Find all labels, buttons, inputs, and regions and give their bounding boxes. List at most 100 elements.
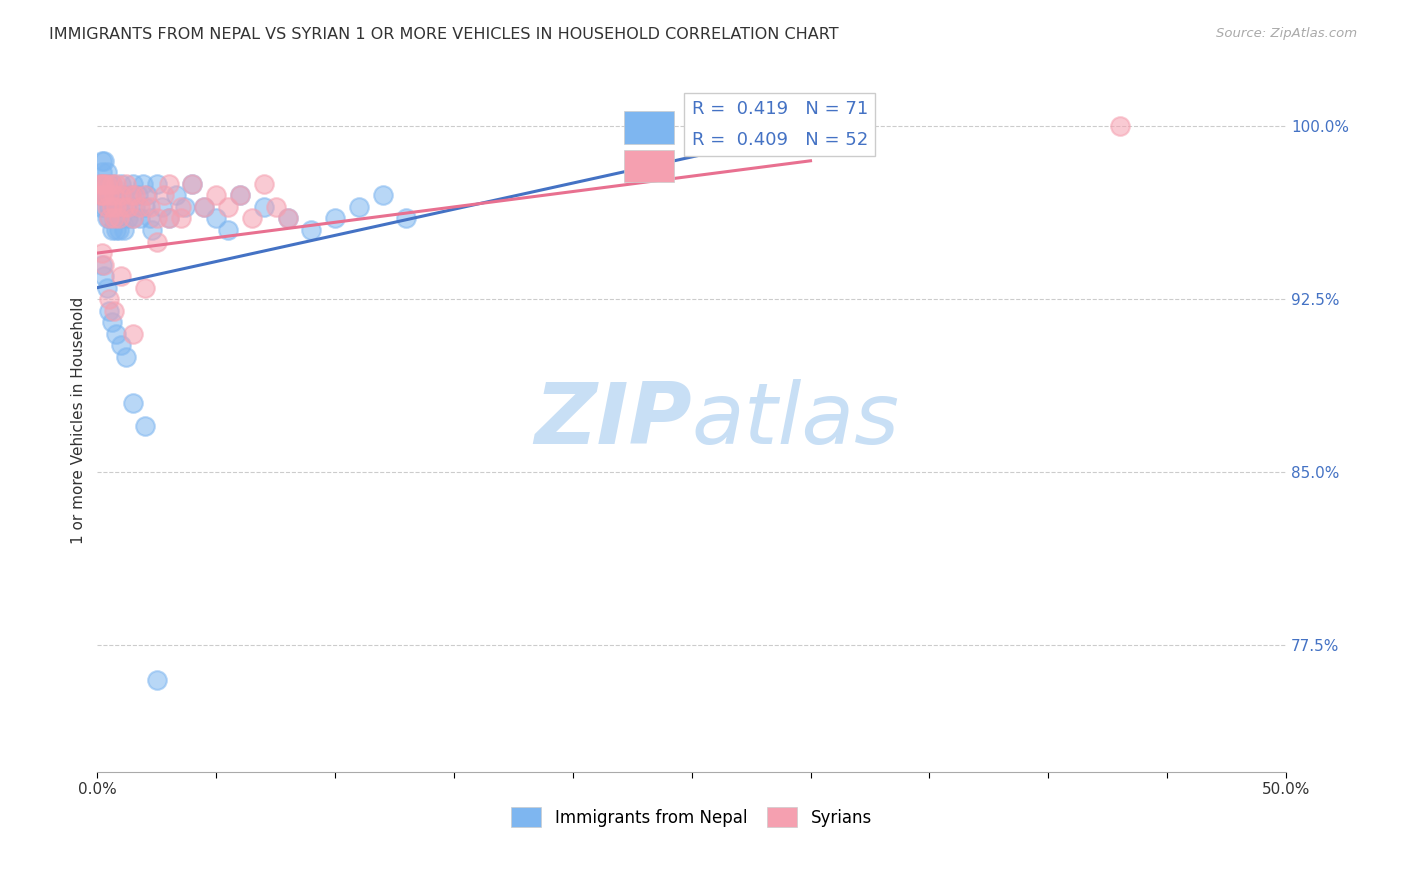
Point (129, 200, 152, 214)
Point (103, 188, 125, 202)
Point (122, 177, 145, 191)
Point (141, 223, 163, 237)
Point (98, 200, 121, 214)
Point (299, 223, 322, 237)
Point (98, 303, 121, 318)
Point (89, 200, 111, 214)
Point (93, 188, 115, 202)
Point (93, 200, 115, 214)
Point (100, 177, 122, 191)
Point (115, 177, 138, 191)
Point (91, 153, 114, 168)
Point (110, 338, 132, 352)
Point (100, 223, 122, 237)
Point (129, 211, 152, 226)
Point (169, 211, 191, 226)
Point (98, 211, 121, 226)
Point (229, 188, 252, 202)
Point (131, 177, 153, 191)
Point (127, 188, 149, 202)
Point (122, 211, 145, 226)
Point (115, 200, 138, 214)
Point (146, 177, 169, 191)
Point (124, 200, 146, 214)
Point (93, 177, 115, 191)
Point (91, 177, 114, 191)
Point (169, 200, 191, 214)
Point (122, 211, 145, 226)
Point (138, 200, 160, 214)
Point (371, 188, 394, 202)
Text: ZIP: ZIP (534, 379, 692, 462)
Point (122, 326, 145, 341)
Point (117, 200, 139, 214)
Point (146, 211, 169, 226)
Point (229, 188, 252, 202)
Point (103, 188, 125, 202)
Point (136, 188, 159, 202)
Text: atlas: atlas (692, 379, 900, 462)
Point (146, 673, 169, 687)
Point (347, 200, 370, 214)
Point (117, 211, 139, 226)
Point (100, 315, 122, 329)
Point (89, 188, 111, 202)
Point (150, 200, 173, 214)
Point (253, 200, 276, 214)
Point (153, 188, 176, 202)
Point (91, 188, 114, 202)
Point (98, 292, 121, 306)
Point (134, 419, 156, 434)
Point (96, 188, 118, 202)
Point (193, 200, 215, 214)
Point (323, 211, 346, 226)
Point (1108, 119, 1130, 133)
Point (89, 188, 111, 202)
Point (716, 119, 738, 133)
Point (105, 326, 128, 341)
Point (134, 188, 156, 202)
Point (107, 223, 129, 237)
Point (110, 269, 132, 284)
Point (98, 177, 121, 191)
Point (100, 200, 122, 214)
Point (93, 188, 115, 202)
Point (395, 211, 418, 226)
Point (105, 193, 128, 207)
Point (124, 188, 146, 202)
Point (91, 165, 114, 179)
Point (181, 177, 204, 191)
Point (96, 200, 118, 214)
Point (277, 211, 299, 226)
Point (253, 177, 276, 191)
Point (110, 188, 132, 202)
Point (93, 153, 115, 168)
Text: R =  0.419   N = 71
R =  0.409   N = 52: R = 0.419 N = 71 R = 0.409 N = 52 (692, 100, 868, 149)
Point (105, 200, 128, 214)
Point (138, 211, 160, 226)
Point (93, 258, 115, 272)
Point (217, 223, 239, 237)
Point (100, 200, 122, 214)
Point (217, 200, 239, 214)
Point (205, 188, 228, 202)
Y-axis label: 1 or more Vehicles in Household: 1 or more Vehicles in Household (72, 297, 86, 544)
Point (96, 280, 118, 294)
Point (96, 165, 118, 179)
Text: IMMIGRANTS FROM NEPAL VS SYRIAN 1 OR MORE VEHICLES IN HOUSEHOLD CORRELATION CHAR: IMMIGRANTS FROM NEPAL VS SYRIAN 1 OR MOR… (49, 27, 839, 42)
Point (205, 211, 228, 226)
Point (157, 211, 180, 226)
Point (107, 211, 129, 226)
Point (96, 211, 118, 226)
Point (100, 177, 122, 191)
Point (134, 280, 156, 294)
Point (103, 211, 125, 226)
Point (193, 200, 215, 214)
Point (110, 177, 132, 191)
Point (157, 211, 180, 226)
FancyBboxPatch shape (624, 112, 673, 144)
Point (89, 177, 111, 191)
Point (110, 211, 132, 226)
Point (98, 211, 121, 226)
Point (93, 269, 115, 284)
